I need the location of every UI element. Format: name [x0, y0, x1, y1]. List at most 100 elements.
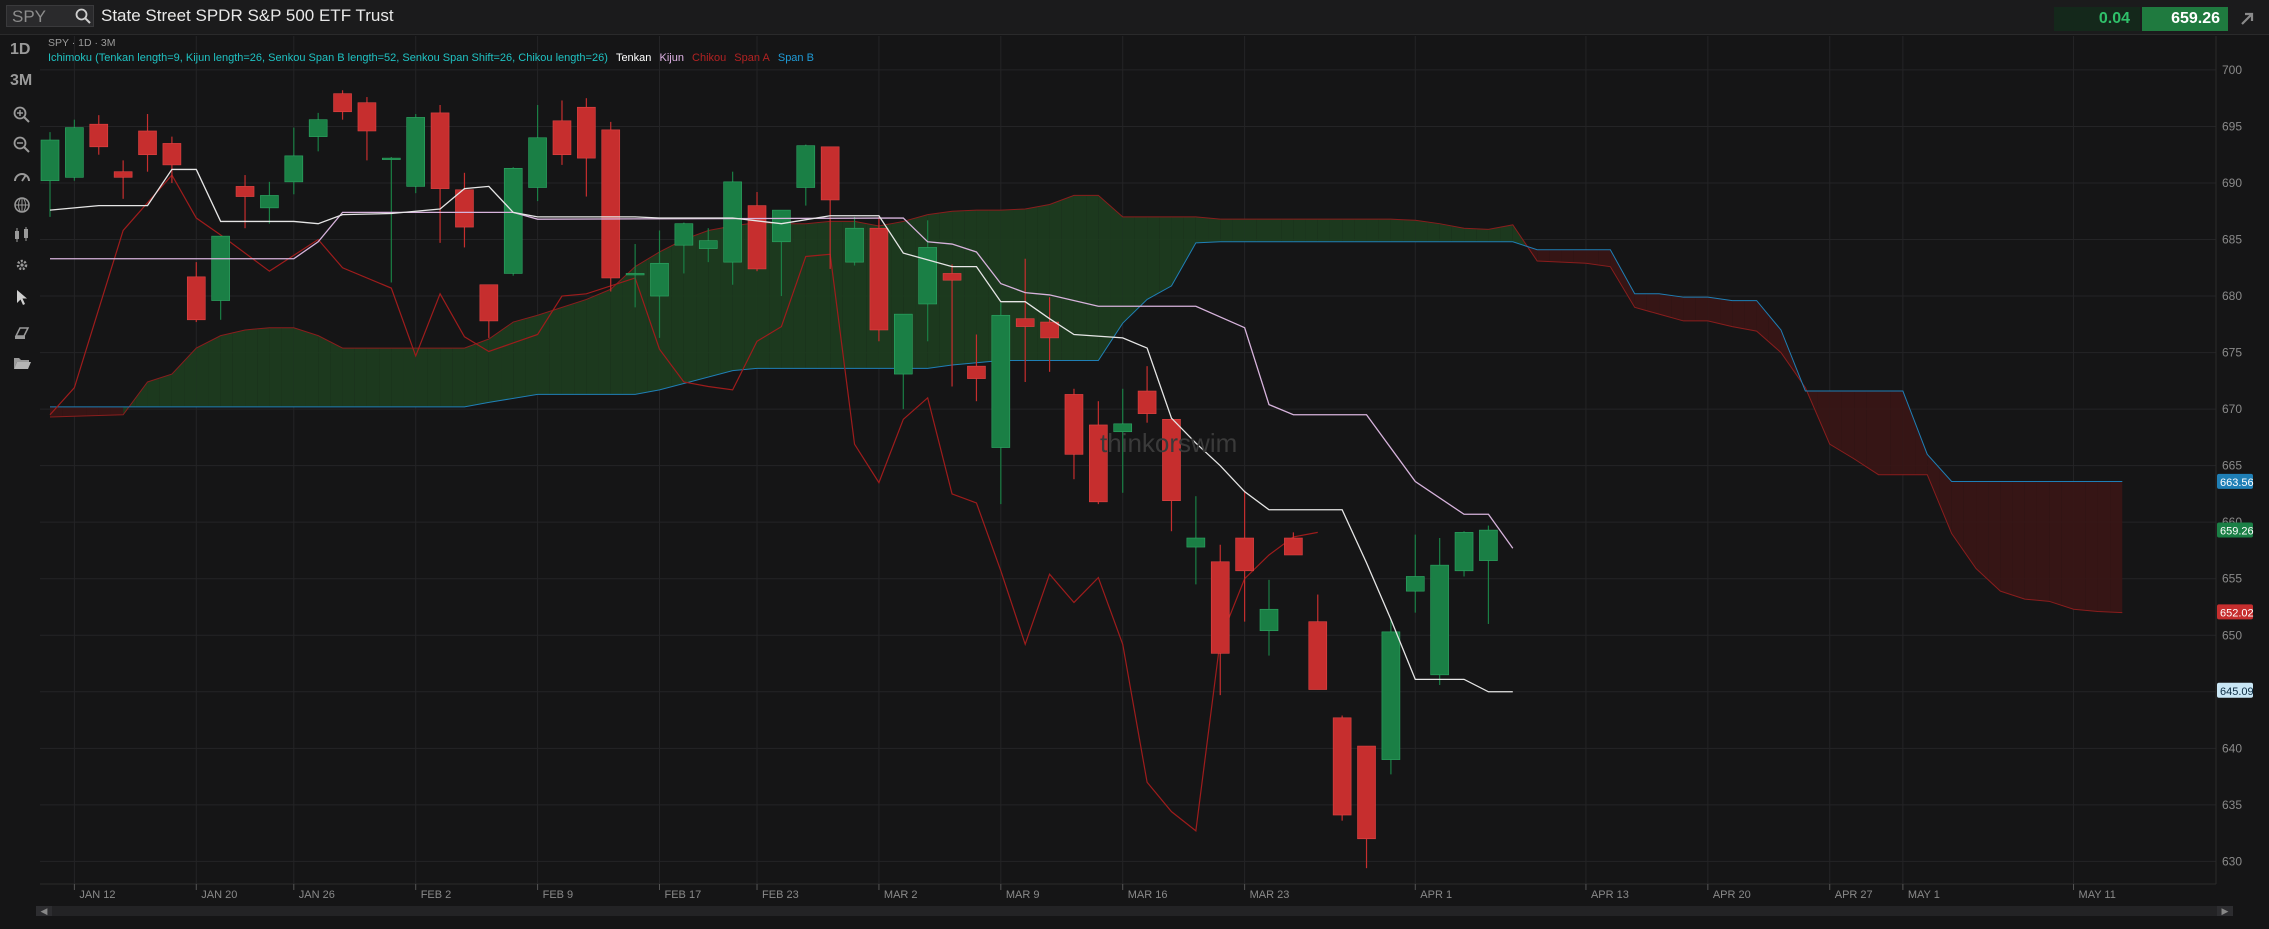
timeframe-3m-button[interactable]: 3M [10, 72, 33, 89]
plot-area [40, 36, 2216, 884]
y-tick-label: 680 [2222, 289, 2242, 303]
candle-body [430, 112, 450, 189]
candle-body [284, 155, 304, 183]
scroll-right-icon[interactable]: ▶ [2217, 906, 2233, 916]
candle-body [918, 247, 937, 305]
price-label: 663.56 [2220, 477, 2254, 489]
last-price-badge: 659.26 [2142, 7, 2228, 31]
x-tick-label: MAY 11 [2079, 889, 2116, 901]
candle-body [1089, 424, 1108, 503]
gauge-icon[interactable] [12, 167, 32, 187]
symbol-input[interactable]: SPY [6, 5, 94, 27]
candle-body [674, 223, 694, 246]
candle-body [942, 273, 962, 281]
zoom-in-icon[interactable] [12, 105, 32, 125]
x-tick-label: MAY 1 [1908, 889, 1940, 901]
candle-body [893, 313, 913, 375]
cloud-segment [232, 329, 246, 407]
cloud-segment [830, 221, 843, 369]
candle-body [552, 120, 572, 156]
cloud-segment [330, 341, 343, 407]
cloud-segment [561, 303, 575, 395]
cloud-segment [1634, 293, 1647, 311]
popout-arrow-icon[interactable] [2236, 8, 2258, 30]
cloud-segment [817, 221, 831, 369]
cloud-segment [781, 223, 794, 369]
x-tick-label: MAR 9 [1006, 889, 1040, 901]
cloud-segment [1829, 391, 1842, 452]
candle-body [1064, 394, 1084, 455]
legend-item-tenkan: Tenkan [615, 52, 652, 64]
x-tick-label: APR 20 [1713, 889, 1751, 901]
candle-body [1284, 537, 1303, 556]
cloud-segment [257, 327, 270, 407]
horizontal-scrollbar[interactable] [36, 906, 2233, 916]
cloud-segment [1098, 195, 1111, 361]
cloud-segment [98, 406, 111, 416]
candle-body [138, 130, 157, 156]
price-label: 645.09 [2220, 686, 2254, 698]
folder-open-icon[interactable] [12, 353, 32, 373]
cloud-segment [305, 331, 319, 407]
cloud-segment [1171, 216, 1184, 286]
cloud-segment [1183, 216, 1196, 265]
legend-item-span-b: Span B [774, 52, 814, 64]
candle-body [479, 284, 499, 322]
cloud-segment [1073, 195, 1087, 361]
eraser-icon[interactable] [12, 323, 32, 343]
x-tick-label: JAN 12 [79, 889, 115, 901]
cloud-segment [403, 348, 416, 407]
y-tick-label: 690 [2222, 176, 2242, 190]
cloud-segment [379, 348, 392, 407]
timeframe-1d-button[interactable]: 1D [10, 41, 31, 58]
study-name: Ichimoku (Tenkan length=9, Kijun length=… [48, 52, 608, 64]
candle-body [1259, 608, 1279, 632]
cloud-segment [952, 210, 965, 366]
cloud-segment [1013, 208, 1026, 361]
candle-body [186, 276, 206, 321]
cloud-segment [1220, 219, 1233, 242]
cloud-segment [50, 406, 63, 418]
candle-body [577, 106, 596, 159]
candle-body [723, 181, 742, 263]
candles-icon[interactable] [12, 225, 32, 245]
x-tick-label: MAR 2 [884, 889, 918, 901]
cloud-segment [1756, 300, 1769, 342]
cursor-icon[interactable] [12, 287, 32, 307]
cloud-segment [1329, 219, 1343, 242]
cloud-segment [1854, 391, 1867, 467]
cloud-segment [1244, 219, 1257, 242]
candle-body [89, 123, 109, 148]
candle-body [991, 314, 1011, 448]
cloud-segment [342, 348, 355, 407]
candle-body [503, 167, 523, 274]
candle-body [65, 127, 84, 178]
cloud-segment [1598, 249, 1611, 267]
candle-body [1015, 318, 1035, 327]
cloud-segment [696, 230, 709, 381]
x-tick-label: JAN 20 [201, 889, 237, 901]
cloud-segment [1232, 219, 1245, 242]
cloud-segment [549, 307, 562, 395]
scroll-left-icon[interactable]: ◀ [36, 906, 52, 916]
cloud-segment [1878, 391, 1891, 475]
settings-gear-icon[interactable] [12, 255, 32, 275]
cloud-segment [1256, 219, 1269, 242]
cloud-segment [1549, 249, 1562, 263]
x-tick-label: MAR 16 [1128, 889, 1168, 901]
y-tick-label: 675 [2222, 346, 2242, 360]
x-tick-label: MAR 23 [1250, 889, 1290, 901]
cloud-segment [1366, 219, 1379, 242]
globe-grid-icon[interactable] [12, 195, 32, 215]
cloud-segment [1476, 228, 1489, 242]
cloud-segment [574, 299, 587, 395]
candle-body [1162, 418, 1181, 502]
cloud-segment [622, 266, 636, 395]
candle-body [1113, 423, 1133, 433]
search-icon[interactable] [74, 7, 92, 25]
zoom-out-icon[interactable] [12, 135, 32, 155]
cloud-segment [2073, 481, 2086, 611]
candle-body [1479, 529, 1498, 561]
cloud-segment [1488, 227, 1501, 242]
